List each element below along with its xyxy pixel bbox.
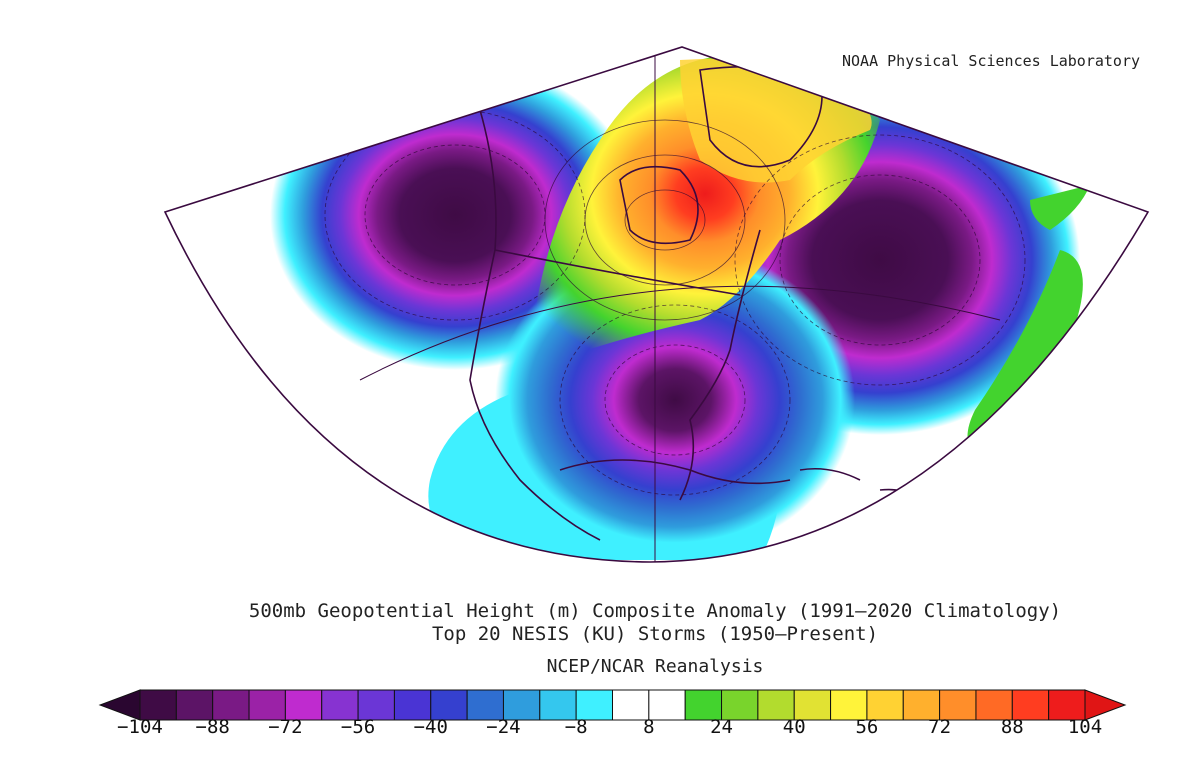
- colorbar-swatch: [139, 689, 177, 721]
- credit-label: NOAA Physical Sciences Laboratory: [841, 52, 1140, 70]
- colorbar-swatch: [612, 689, 650, 721]
- colorbar-swatch: [575, 689, 614, 721]
- colorbar-swatch: [466, 689, 504, 721]
- colorbar-swatch: [1011, 689, 1050, 721]
- colorbar-tick-label: 40: [782, 716, 806, 738]
- colorbar-tick-label: 8: [643, 716, 655, 738]
- colorbar-tick-label: 88: [1000, 716, 1024, 738]
- colorbar-labels: −104 −88 −72 −56 −40 −24 −8 8 24 40 56 72 88 104: [0, 716, 1200, 746]
- colorbar-swatch: [539, 689, 577, 721]
- colorbar-tick-label: −40: [413, 716, 448, 738]
- colorbar: [98, 689, 1127, 721]
- dataset-label: NCEP/NCAR Reanalysis: [546, 656, 764, 677]
- colorbar-swatch: [248, 689, 286, 721]
- colorbar-swatch: [212, 689, 250, 721]
- colorbar-swatch: [357, 689, 395, 721]
- colorbar-swatch: [502, 689, 541, 721]
- colorbar-tick-label: 104: [1067, 716, 1103, 738]
- colorbar-swatch: [284, 689, 323, 721]
- colorbar-tick-label: 56: [855, 716, 879, 738]
- colorbar-tick-label: −56: [340, 716, 376, 738]
- hudson-bay-outline: [619, 165, 699, 245]
- gulf-coast-line: [559, 459, 791, 485]
- colorbar-swatch: [793, 689, 832, 721]
- colorbar-swatch: [902, 689, 941, 721]
- east-coast-line: [679, 229, 761, 501]
- atlantic-green-band-1: [1030, 185, 1090, 230]
- colorbar-swatch: [1048, 689, 1086, 721]
- colorbar-tick-label: −104: [117, 716, 163, 738]
- map-subtitle: Top 20 NESIS (KU) Storms (1950–Present): [431, 623, 879, 645]
- colorbar-tick-label: −8: [564, 716, 588, 738]
- colorbar-tick-label: −24: [486, 716, 521, 738]
- colorbar-swatch: [757, 689, 795, 721]
- latitude-line: [359, 285, 1001, 381]
- atlantic-green-band-2: [967, 250, 1083, 455]
- west-coast-line: [469, 109, 601, 541]
- colorbar-tick-label: −88: [195, 716, 230, 738]
- canada-us-border: [494, 249, 741, 296]
- colorbar-tick-label: 72: [928, 716, 952, 738]
- colorbar-swatch: [684, 689, 723, 721]
- colorbar-tick-label: −72: [268, 716, 303, 738]
- map-frame: [163, 46, 1150, 563]
- colorbar-tick-label: 24: [710, 716, 733, 738]
- colorbar-swatch: [830, 689, 868, 721]
- colorbar-swatch: [393, 689, 432, 721]
- map-title: 500mb Geopotential Height (m) Composite …: [248, 600, 1062, 622]
